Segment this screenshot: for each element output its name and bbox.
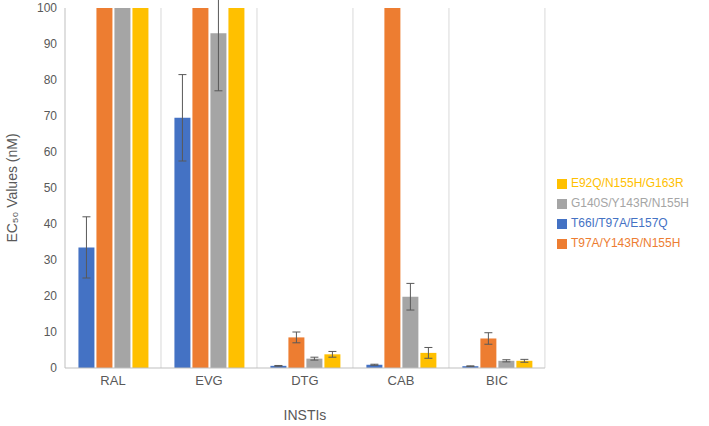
svg-text:0: 0: [50, 361, 57, 375]
svg-text:DTG: DTG: [291, 373, 318, 388]
svg-text:30: 30: [44, 253, 58, 267]
svg-text:BIC: BIC: [486, 373, 508, 388]
svg-text:CAB: CAB: [388, 373, 415, 388]
svg-text:EVG: EVG: [195, 373, 222, 388]
svg-text:80: 80: [44, 73, 58, 87]
svg-text:20: 20: [44, 289, 58, 303]
svg-text:EC₅₀ Values (nM): EC₅₀ Values (nM): [8, 133, 20, 242]
svg-text:70: 70: [44, 109, 58, 123]
svg-text:100: 100: [37, 1, 57, 15]
svg-text:INSTIs: INSTIs: [284, 407, 327, 423]
svg-text:60: 60: [44, 145, 58, 159]
svg-text:RAL: RAL: [100, 373, 125, 388]
html-text:T97A/Y143R/N155H: T97A/Y143R/N155H: [570, 236, 681, 250]
html-text:G140S/Y143R/N155H: G140S/Y143R/N155H: [570, 196, 689, 210]
svg-text:10: 10: [44, 325, 58, 339]
svg-text:40: 40: [44, 217, 58, 231]
html-text:T66I/T97A/E157Q: T66I/T97A/E157Q: [570, 216, 668, 230]
svg-text:90: 90: [44, 37, 58, 51]
html-text:E92Q/N155H/G163R: E92Q/N155H/G163R: [570, 176, 684, 190]
svg-text:50: 50: [44, 181, 58, 195]
